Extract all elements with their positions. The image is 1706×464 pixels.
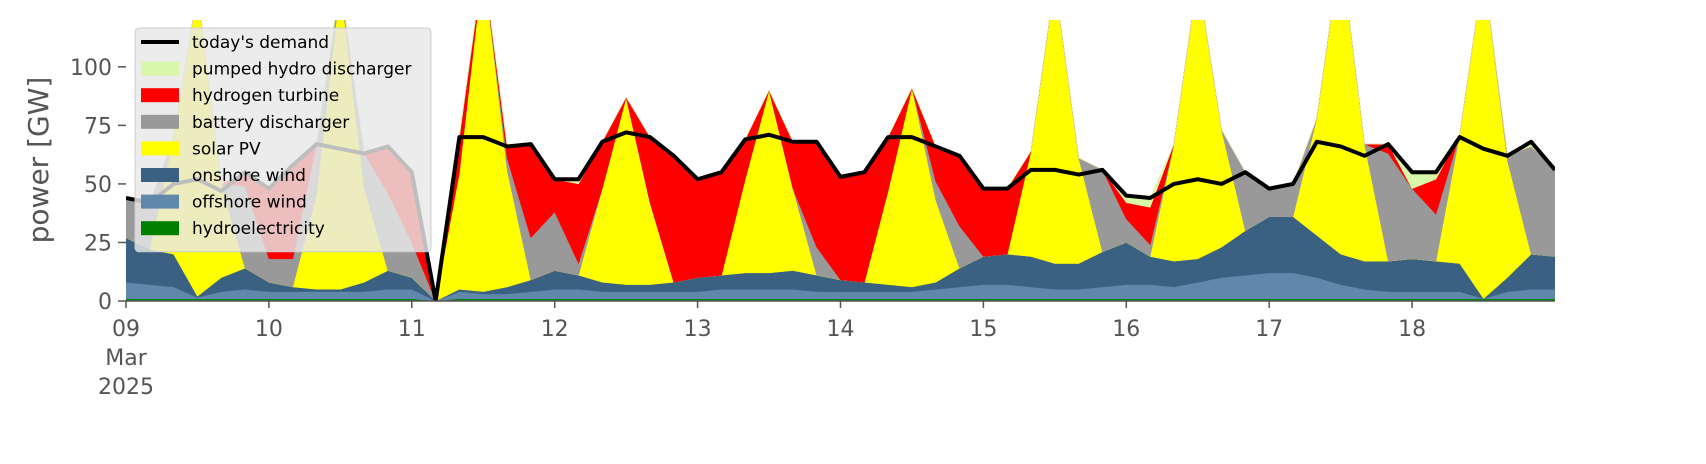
legend: today's demand pumped hydro discharger hyd… bbox=[134, 27, 432, 253]
y-tick-label: 75 bbox=[84, 114, 112, 139]
y-tick-label: 0 bbox=[98, 290, 112, 315]
legend-label: solar PV bbox=[192, 139, 261, 159]
legend-box bbox=[134, 27, 432, 253]
plot-area bbox=[126, 20, 1555, 301]
x-tick-label: 14 bbox=[827, 317, 855, 342]
y-tick-label: 50 bbox=[84, 173, 112, 198]
legend-label: hydroelectricity bbox=[192, 219, 325, 239]
x-tick-label: 11 bbox=[398, 317, 426, 342]
legend-label: pumped hydro discharger bbox=[192, 60, 411, 80]
legend-label: battery discharger bbox=[192, 113, 349, 133]
y-tick-label: 100 bbox=[70, 56, 112, 81]
y-axis-label: power [GW] bbox=[22, 77, 55, 244]
x-tick-label: 16 bbox=[1112, 317, 1140, 342]
x-tick-label: 17 bbox=[1255, 317, 1283, 342]
legend-label: hydrogen turbine bbox=[192, 86, 339, 106]
axes: 0 25 50 75 100 09 Mar 2025 10 11 12 13 14 15 16 17 18 bbox=[70, 56, 1555, 400]
legend-swatch bbox=[141, 114, 179, 129]
x-tick-label: 15 bbox=[969, 317, 997, 342]
legend-label: today's demand bbox=[192, 33, 329, 53]
legend-label: onshore wind bbox=[192, 166, 306, 186]
legend-swatch bbox=[141, 194, 179, 209]
x-tick-label: 12 bbox=[541, 317, 569, 342]
legend-swatch bbox=[141, 88, 179, 103]
legend-swatch bbox=[141, 61, 179, 76]
x-tick-label: 18 bbox=[1398, 317, 1426, 342]
legend-label: offshore wind bbox=[192, 193, 307, 213]
legend-swatch bbox=[141, 168, 179, 182]
y-tick-label: 25 bbox=[84, 231, 112, 256]
x-tick-label: 10 bbox=[255, 317, 283, 342]
x-tick-label: 09 Mar 2025 bbox=[98, 317, 154, 400]
x-tick-label: 13 bbox=[684, 317, 712, 342]
legend-swatch bbox=[141, 141, 179, 156]
legend-swatch bbox=[141, 221, 179, 236]
